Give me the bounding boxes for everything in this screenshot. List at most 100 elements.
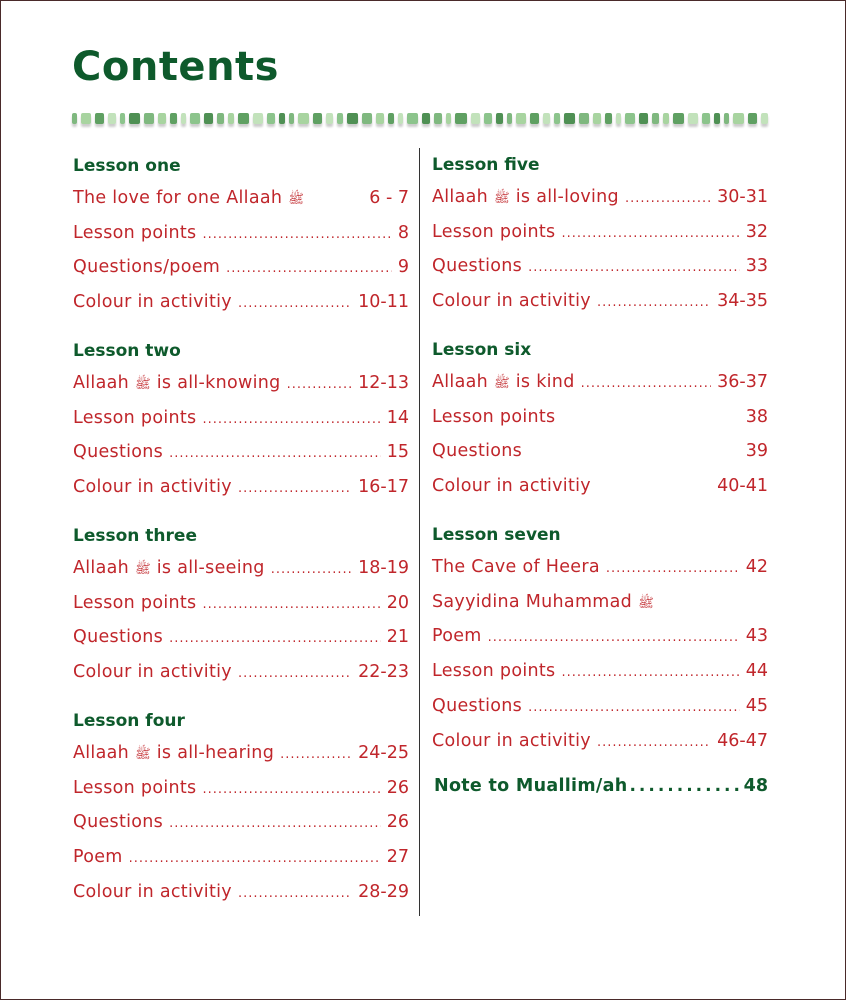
entry-label: Colour in activitiy [73,881,232,902]
band-swatch [298,112,309,124]
dot-leader: ........................................… [487,630,740,646]
page-number: 38 [745,406,768,427]
band-swatch [228,112,234,124]
toc-entry[interactable]: Allaah ﷺ is kind..........................… [432,370,768,396]
toc-entry[interactable]: Colour in activitiy.....................… [73,475,409,501]
band-swatch [515,112,527,124]
toc-entry[interactable]: Lesson points...........................… [73,591,409,617]
page-number: 18-19 [358,558,409,578]
band-swatch [398,112,404,124]
toc-entry[interactable]: Colour in activitiy.....................… [73,880,409,906]
page-number: 32 [745,221,768,242]
page-number: 48 [743,776,768,796]
page-number: 39 [745,441,768,462]
dot-leader: ........................................… [237,296,352,312]
band-swatch [204,112,213,124]
toc-entry[interactable]: Lesson points...........................… [432,659,768,685]
dot-leader: ........................................… [237,885,352,901]
dot-leader: ........................................… [270,562,352,577]
band-swatch [445,112,452,124]
dot-leader: ........................................… [596,734,711,750]
band-swatch [496,112,503,124]
dot-leader: ........................................… [561,225,739,241]
toc-entry[interactable]: Allaah ﷺ is all-hearing...................… [73,741,409,767]
dot-leader: ........................................… [202,226,392,242]
toc-entry[interactable]: Lesson points 38 [432,405,768,429]
band-swatch [170,112,177,124]
toc-entry[interactable]: Questions...............................… [73,810,409,836]
toc-entry[interactable]: Lesson points...........................… [73,406,409,432]
entry-label-continued: is all-hearing [156,743,275,763]
dot-leader: ........................................… [624,191,711,206]
band-swatch [470,112,481,124]
page-number: 44 [745,661,768,682]
entry-label: Lesson points [432,406,556,427]
dot-leader: ........................................… [169,816,381,832]
toc-entry[interactable]: Allaah ﷺ is all-knowing...................… [73,371,409,397]
toc-entry[interactable]: Colour in activitiy 40-41 [432,474,768,498]
toc-entry[interactable]: Questions/poem..........................… [73,255,409,281]
page-number: 46-47 [717,730,768,751]
toc-entry[interactable]: Colour in activitiy.....................… [432,289,768,315]
toc-entry[interactable]: Questions...............................… [73,440,409,466]
entry-label: Note to Muallim/ah [434,776,628,796]
toc-entry[interactable]: Allaah ﷺ is all-loving....................… [432,185,768,211]
band-swatch [564,112,576,124]
band-swatch [279,112,286,124]
page-number: 26 [386,812,409,833]
band-swatch [455,112,467,124]
dot-leader: ........................................… [605,561,740,576]
band-swatch [506,112,512,124]
toc-entry[interactable]: The Cave of Heera.......................… [432,555,768,581]
toc-entry[interactable]: Questions 39 [432,439,768,463]
band-swatch [289,112,295,124]
page-number: 40-41 [717,476,768,497]
band-swatch [747,112,757,124]
band-swatch [108,112,116,124]
toc-entry[interactable]: Questions...............................… [73,625,409,651]
page-number: 43 [745,626,768,647]
page-number: 24-25 [358,743,409,763]
toc-entry[interactable]: The love for one Allaah ﷺ 6 - 7 [73,186,409,212]
dot-leader: ........................................… [286,377,353,392]
toc-entry[interactable]: Allaah ﷺ is all-seeing....................… [73,556,409,582]
band-swatch [701,112,710,124]
toc-entry[interactable]: Lesson points...........................… [432,220,768,246]
dot-leader: ................................ [629,776,742,796]
entry-label: Colour in activitiy [73,477,232,498]
band-swatch [361,112,372,124]
lesson-heading: Lesson one [73,156,181,176]
dot-leader: ........................................… [528,699,740,715]
band-swatch [253,112,263,124]
toc-entry[interactable]: Lesson points...........................… [73,776,409,802]
toc-entry[interactable]: Sayyidina Muhammad ﷺ [432,590,768,616]
dot-leader: ........................................… [561,665,739,681]
entry-label: Lesson points [73,222,197,243]
toc-entry[interactable]: Colour in activitiy.....................… [73,660,409,686]
decorative-green-border [72,110,768,126]
entry-label-continued: is all-seeing [156,558,265,578]
band-swatch [554,112,561,124]
entry-label: Questions [73,812,164,833]
toc-entry[interactable]: Colour in activitiy.....................… [432,729,768,755]
dot-leader: ........................................… [169,631,381,647]
salutation-symbol-icon: ﷺ [135,377,151,392]
entry-label: Questions [432,695,523,716]
band-swatch [663,112,669,124]
entry-label-continued: is all-knowing [156,373,281,393]
note-to-muallim-entry[interactable]: Note to Muallim/ah .....................… [434,774,768,798]
toc-entry[interactable]: Poem....................................… [73,845,409,871]
toc-entry[interactable]: Questions...............................… [432,694,768,720]
band-swatch [72,112,77,124]
band-swatch [375,112,384,124]
dot-leader: ........................................… [528,260,740,276]
entry-label: Colour in activitiy [73,662,232,683]
entry-label: Poem [73,847,123,868]
toc-entry[interactable]: Questions...............................… [432,254,768,280]
toc-entry[interactable]: Colour in activitiy.....................… [73,290,409,316]
toc-entry[interactable]: Poem....................................… [432,624,768,650]
band-swatch [713,112,721,124]
salutation-symbol-icon: ﷺ [135,562,151,577]
dot-leader: ........................................… [202,596,380,612]
toc-entry[interactable]: Lesson points...........................… [73,221,409,247]
